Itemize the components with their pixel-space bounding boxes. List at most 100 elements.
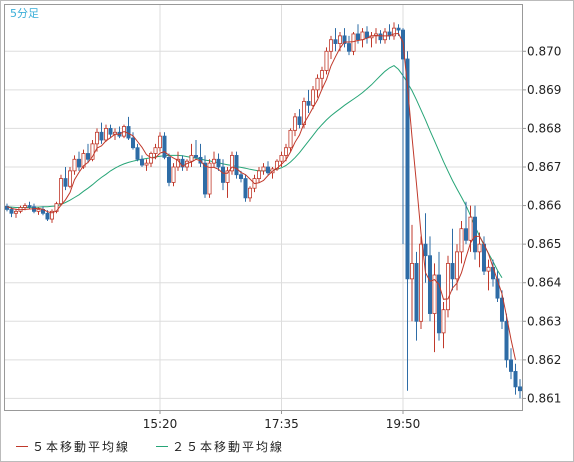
- candle-body-up: [432, 274, 437, 314]
- candle: [283, 143, 288, 162]
- legend-item-ma25: ２５本移動平均線: [156, 438, 284, 455]
- candle: [68, 167, 73, 189]
- candle: [162, 132, 167, 160]
- candle-body-down: [306, 101, 311, 106]
- candle: [436, 251, 441, 341]
- candle-body-down: [423, 243, 428, 257]
- candle: [319, 66, 324, 90]
- candle-body-up: [292, 116, 297, 131]
- candle-body-up: [279, 155, 284, 162]
- candle: [292, 113, 297, 137]
- candle-body-down: [450, 263, 455, 280]
- candle-body-down: [513, 371, 518, 388]
- candle: [166, 153, 171, 187]
- candle: [220, 159, 225, 191]
- candle-body-up: [256, 170, 261, 179]
- y-tick-label: 0.861: [527, 391, 561, 405]
- candle: [130, 132, 135, 150]
- candle-body-down: [77, 158, 82, 168]
- candle-body-up: [189, 155, 194, 162]
- candle-body-down: [220, 166, 225, 183]
- candle-body-up: [441, 309, 446, 334]
- candle: [328, 35, 333, 59]
- candle-body-down: [472, 216, 477, 253]
- candle: [432, 263, 437, 353]
- candle: [153, 143, 158, 160]
- candle-body-up: [468, 216, 473, 241]
- candle-body-up: [95, 131, 100, 145]
- candle: [274, 159, 279, 171]
- candle-body-up: [328, 39, 333, 52]
- candle: [378, 30, 383, 44]
- legend-label-ma25: ２５本移動平均線: [172, 440, 285, 454]
- candle-body-down: [238, 174, 243, 179]
- candle-body-up: [68, 170, 73, 187]
- candle-body-down: [355, 33, 360, 41]
- y-tick-label: 0.864: [527, 276, 561, 290]
- candle-body-up: [261, 166, 266, 172]
- candle: [414, 251, 419, 341]
- candle: [346, 35, 351, 56]
- candle-body-down: [108, 128, 113, 135]
- candle-body-down: [427, 255, 432, 314]
- candle-body-up: [50, 210, 55, 220]
- candle-body-down: [481, 243, 486, 272]
- candle: [306, 89, 311, 113]
- candle: [216, 153, 221, 171]
- candle-body-up: [283, 147, 288, 156]
- candle-body-down: [63, 178, 68, 187]
- candle-body-up: [59, 178, 64, 205]
- x-axis-ticks: 15:20 17:35 19:50: [143, 410, 420, 431]
- candle: [445, 255, 450, 318]
- candle: [391, 22, 396, 40]
- candle: [189, 143, 194, 167]
- candle-body-down: [5, 205, 10, 210]
- candle-body-down: [405, 58, 410, 280]
- candle-body-up: [90, 143, 95, 160]
- candle-body-up: [486, 266, 491, 272]
- candle: [99, 122, 104, 144]
- candle: [409, 224, 414, 322]
- candle: [86, 143, 91, 164]
- candle-body-down: [378, 33, 383, 41]
- candle: [504, 313, 509, 368]
- candle-body-up: [288, 129, 293, 149]
- candle-body-up: [445, 263, 450, 311]
- candle-body-up: [207, 162, 212, 195]
- candle: [499, 290, 504, 329]
- candle: [225, 167, 230, 198]
- candle: [310, 86, 315, 110]
- candle: [207, 159, 212, 198]
- series-line-ma5: [6, 32, 516, 361]
- candle: [50, 209, 55, 223]
- candle-body-down: [166, 156, 171, 183]
- candle-body-down: [139, 158, 144, 166]
- candle: [77, 151, 82, 171]
- candle: [247, 186, 252, 202]
- y-axis-ticks: 0.870 0.869 0.868 0.867 0.866 0.865 0.864 0.863…: [522, 44, 561, 405]
- candle-body-up: [72, 158, 77, 172]
- candle: [405, 51, 410, 391]
- candle: [518, 379, 523, 399]
- candle: [450, 228, 455, 291]
- candle-body-up: [454, 251, 459, 280]
- candle-body-down: [9, 209, 14, 214]
- candle-body-up: [351, 33, 356, 52]
- candle: [139, 155, 144, 167]
- candle: [104, 124, 109, 142]
- candle-body-up: [157, 135, 162, 149]
- candle: [342, 28, 347, 48]
- candle-body-down: [202, 162, 207, 195]
- candle: [144, 159, 149, 171]
- candle-body-up: [310, 89, 315, 106]
- candle-body-up: [225, 170, 230, 183]
- candle-body-up: [22, 205, 27, 208]
- candle: [315, 74, 320, 98]
- candle: [351, 32, 356, 56]
- candle-body-up: [315, 77, 320, 91]
- legend-label-ma5: ５本移動平均線: [32, 440, 131, 454]
- candle-body-down: [86, 153, 91, 160]
- plot-area-border: [4, 4, 523, 411]
- candle-body-down: [414, 263, 419, 322]
- candle-body-up: [171, 166, 176, 183]
